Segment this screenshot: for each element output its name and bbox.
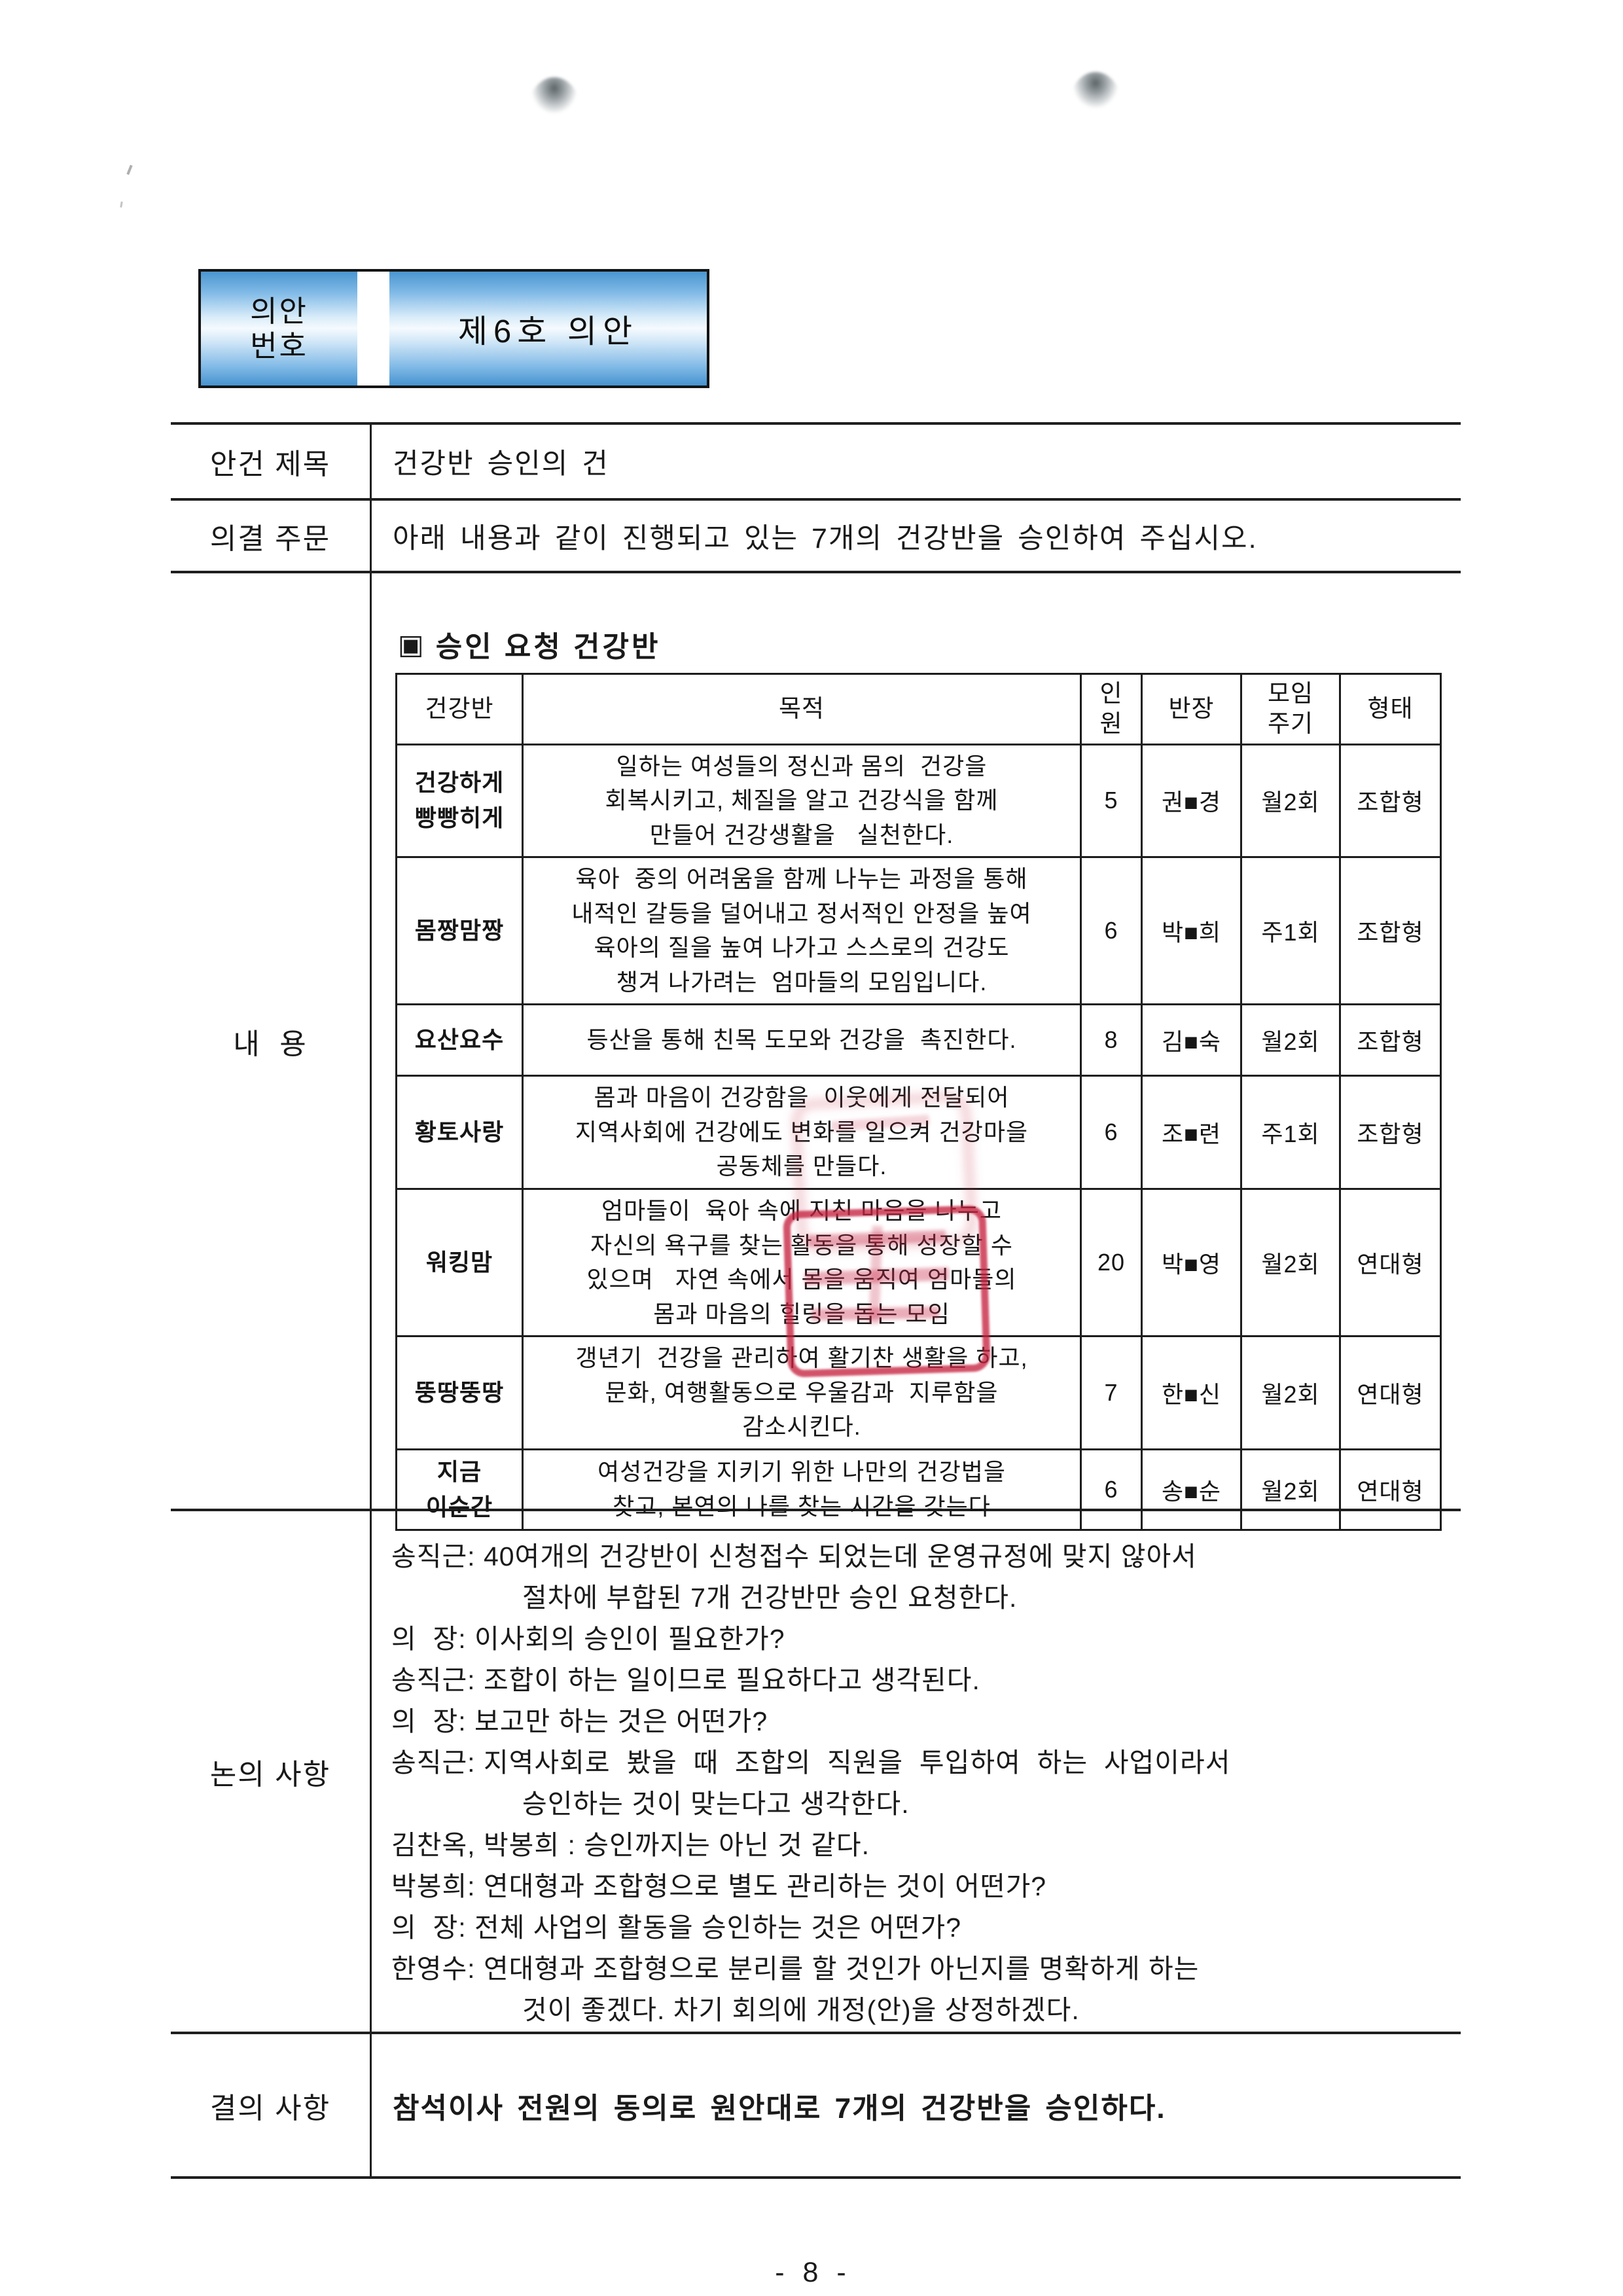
table-row: 건강하게 빵빵히게 일하는 여성들의 정신과 몸의 건강을 회복시키고, 체질을… (395, 743, 1442, 859)
approval-section-heading: ▣ 승인 요청 건강반 (398, 623, 661, 665)
group-name: 몸짱맘짱 (395, 856, 524, 1006)
table-row: 뚱땅뚱땅 갱년기 건강을 관리하여 활기찬 생활을 하고, 문화, 여행활동으로… (395, 1335, 1442, 1450)
group-members: 20 (1080, 1187, 1143, 1338)
approval-section-title: 승인 요청 건강반 (435, 631, 661, 663)
group-cycle: 주1회 (1240, 856, 1341, 1006)
group-leader: 송■순 (1141, 1448, 1242, 1531)
scan-speck (120, 201, 123, 208)
group-members: 5 (1080, 743, 1143, 859)
group-name: 워킹맘 (395, 1187, 524, 1338)
square-marker-icon: ▣ (398, 628, 427, 660)
group-name: 황토사랑 (395, 1075, 524, 1190)
discussion-line: 절차에 부합된 7개 건강반만 승인 요청한다. (522, 1583, 1018, 1613)
group-type: 연대형 (1339, 1335, 1442, 1450)
agenda-title-value: 건강반 승인의 건 (393, 448, 609, 480)
agenda-title-label: 안건 제목 (171, 425, 372, 498)
decision-row: 결의 사항 참석이사 전원의 동의로 원안대로 7개의 건강반을 승인하다. (171, 2034, 1461, 2179)
discussion-line: 것이 좋겠다. 차기 회의에 개정(안)을 상정하겠다. (522, 1995, 1080, 2025)
group-cycle: 월2회 (1240, 1187, 1341, 1338)
group-name: 건강하게 빵빵히게 (395, 743, 524, 859)
banner-divider (357, 272, 389, 386)
group-name: 요산요수 (395, 1003, 524, 1077)
group-cycle: 월2회 (1240, 1335, 1341, 1450)
group-purpose: 갱년기 건강을 관리하여 활기찬 생활을 하고, 문화, 여행활동으로 우울감과… (522, 1335, 1082, 1450)
discussion-line: 의 장: 이사회의 승인이 필요한가? (391, 1624, 785, 1654)
discussion-line: 한영수: 연대형과 조합형으로 분리를 할 것인가 아닌지를 명확하게 하는 (391, 1954, 1200, 1984)
agenda-number-label: 의안 번호 (201, 272, 357, 386)
group-leader: 권■경 (1141, 743, 1242, 859)
col-header-type: 형태 (1339, 673, 1442, 745)
group-purpose: 몸과 마음이 건강함을 이웃에게 전달되어 지역사회에 건강에도 변화를 일으켜… (522, 1075, 1082, 1190)
group-cycle: 월2회 (1240, 1448, 1341, 1531)
punch-hole-shadow-left (527, 77, 581, 146)
col-header-members: 인 원 (1080, 673, 1143, 745)
group-purpose: 엄마들이 육아 속에 지친 마음을 나누고 자신의 욕구를 찾는 활동을 통해 … (522, 1187, 1082, 1338)
group-members: 7 (1080, 1335, 1143, 1450)
discussion-line: 박봉희: 연대형과 조합형으로 별도 관리하는 것이 어떤가? (391, 1871, 1047, 1901)
group-leader: 박■희 (1141, 856, 1242, 1006)
discussion-row: 논의 사항 송직근: 40여개의 건강반이 신청접수 되었는데 운영규정에 맞지… (171, 1511, 1461, 2034)
discussion-content: 송직근: 40여개의 건강반이 신청접수 되었는데 운영규정에 맞지 않아서 절… (372, 1511, 1461, 2032)
discussion-line: 송직근: 조합이 하는 일이므로 필요하다고 생각된다. (391, 1665, 980, 1695)
agenda-title-row: 안건 제목 건강반 승인의 건 (171, 425, 1461, 501)
group-type: 조합형 (1339, 856, 1442, 1006)
group-purpose: 육아 중의 어려움을 함께 나누는 과정을 통해 내적인 갈등을 덜어내고 정서… (522, 856, 1082, 1006)
group-name: 뚱땅뚱땅 (395, 1335, 524, 1450)
col-header-group: 건강반 (395, 673, 524, 745)
group-type: 연대형 (1339, 1448, 1442, 1531)
group-type: 조합형 (1339, 1003, 1442, 1077)
discussion-line: 송직근: 40여개의 건강반이 신청접수 되었는데 운영규정에 맞지 않아서 (391, 1541, 1197, 1571)
group-type: 연대형 (1339, 1187, 1442, 1338)
table-row: 워킹맘 엄마들이 육아 속에 지친 마음을 나누고 자신의 욕구를 찾는 활동을… (395, 1187, 1442, 1338)
group-members: 8 (1080, 1003, 1143, 1077)
agenda-number-banner: 의안 번호 제6호 의안 (198, 269, 709, 388)
health-group-table: 건강반 목적 인 원 반장 모임 주기 형태 건강하게 빵빵히게 일하는 여성들… (395, 673, 1442, 1531)
page-number: - 8 - (775, 2257, 848, 2288)
col-header-purpose: 목적 (522, 673, 1082, 745)
table-row: 지금 이순간 여성건강을 지키기 위한 나만의 건강법을 찾고, 본연의 나를 … (395, 1448, 1442, 1531)
agenda-form-table: 안건 제목 건강반 승인의 건 의결 주문 아래 내용과 같이 진행되고 있는 … (171, 422, 1461, 2179)
table-row: 몸짱맘짱 육아 중의 어려움을 함께 나누는 과정을 통해 내적인 갈등을 덜어… (395, 856, 1442, 1006)
group-members: 6 (1080, 1448, 1143, 1531)
content-label: 내 용 (171, 573, 372, 1509)
resolution-request-row: 의결 주문 아래 내용과 같이 진행되고 있는 7개의 건강반을 승인하여 주십… (171, 501, 1461, 573)
decision-label: 결의 사항 (171, 2034, 372, 2176)
discussion-label: 논의 사항 (171, 1511, 372, 2032)
discussion-line: 승인하는 것이 맞는다고 생각한다. (522, 1789, 910, 1819)
group-members: 6 (1080, 1075, 1143, 1190)
table-row: 요산요수 등산을 통해 친목 도모와 건강을 촉진한다. 8 김■숙 월2회 조… (395, 1003, 1442, 1077)
group-cycle: 월2회 (1240, 743, 1341, 859)
table-row: 황토사랑 몸과 마음이 건강함을 이웃에게 전달되어 지역사회에 건강에도 변화… (395, 1075, 1442, 1190)
col-header-cycle: 모임 주기 (1240, 673, 1341, 745)
group-type: 조합형 (1339, 1075, 1442, 1190)
discussion-line: 의 장: 전체 사업의 활동을 승인하는 것은 어떤가? (391, 1912, 962, 1943)
group-name: 지금 이순간 (395, 1448, 524, 1531)
resolution-request-value: 아래 내용과 같이 진행되고 있는 7개의 건강반을 승인하여 주십시오. (393, 522, 1258, 554)
group-leader: 한■신 (1141, 1335, 1242, 1450)
agenda-number-title: 제6호 의안 (389, 272, 707, 386)
decision-value: 참석이사 전원의 동의로 원안대로 7개의 건강반을 승인하다. (393, 2092, 1166, 2125)
group-leader: 박■영 (1141, 1187, 1242, 1338)
group-purpose: 일하는 여성들의 정신과 몸의 건강을 회복시키고, 체질을 알고 건강식을 함… (522, 743, 1082, 859)
col-header-leader: 반장 (1141, 673, 1242, 745)
discussion-line: 김찬옥, 박봉희 : 승인까지는 아닌 것 같다. (391, 1830, 870, 1860)
group-type: 조합형 (1339, 743, 1442, 859)
scan-speck (126, 164, 133, 175)
group-members: 6 (1080, 856, 1143, 1006)
table-header-row: 건강반 목적 인 원 반장 모임 주기 형태 (395, 673, 1442, 745)
group-purpose: 등산을 통해 친목 도모와 건강을 촉진한다. (522, 1003, 1082, 1077)
group-purpose: 여성건강을 지키기 위한 나만의 건강법을 찾고, 본연의 나를 찾는 시간을 … (522, 1448, 1082, 1531)
group-cycle: 월2회 (1240, 1003, 1341, 1077)
group-leader: 조■련 (1141, 1075, 1242, 1190)
resolution-request-label: 의결 주문 (171, 501, 372, 571)
group-cycle: 주1회 (1240, 1075, 1341, 1190)
discussion-line: 송직근: 지역사회로 봤을 때 조합의 직원을 투입하여 하는 사업이라서 (391, 1748, 1231, 1778)
punch-hole-shadow-right (1069, 72, 1122, 141)
group-leader: 김■숙 (1141, 1003, 1242, 1077)
discussion-line: 의 장: 보고만 하는 것은 어떤가? (391, 1706, 768, 1736)
